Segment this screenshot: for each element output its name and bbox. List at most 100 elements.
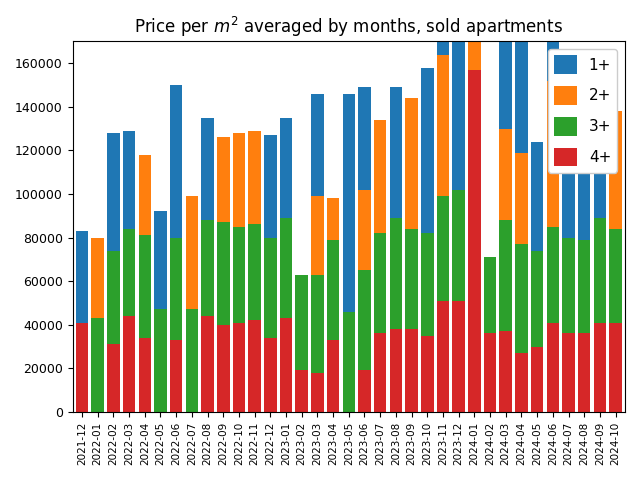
Bar (515, 153, 528, 244)
Bar (311, 275, 324, 372)
Bar (390, 87, 402, 218)
Bar (342, 94, 355, 312)
Bar (421, 68, 433, 233)
Bar (170, 238, 182, 340)
Bar (280, 118, 292, 218)
Title: Price per $m^2$ averaged by months, sold apartments: Price per $m^2$ averaged by months, sold… (134, 15, 563, 39)
Bar (217, 222, 230, 325)
Bar (233, 323, 245, 412)
Bar (531, 251, 543, 347)
Bar (562, 334, 575, 412)
Bar (138, 155, 151, 235)
Bar (452, 190, 465, 301)
Bar (405, 98, 418, 229)
Bar (499, 17, 512, 129)
Bar (405, 229, 418, 329)
Bar (531, 142, 543, 251)
Bar (202, 220, 214, 316)
Bar (484, 334, 496, 412)
Bar (123, 131, 136, 229)
Bar (515, 39, 528, 153)
Bar (92, 238, 104, 318)
Bar (374, 233, 387, 334)
Bar (405, 329, 418, 412)
Bar (468, 0, 481, 70)
Bar (107, 133, 120, 251)
Bar (515, 353, 528, 412)
Bar (170, 85, 182, 238)
Bar (515, 244, 528, 353)
Bar (436, 301, 449, 412)
Bar (76, 323, 88, 412)
Legend: 1+, 2+, 3+, 4+: 1+, 2+, 3+, 4+ (547, 49, 618, 172)
Bar (452, 301, 465, 412)
Bar (107, 251, 120, 344)
Bar (547, 81, 559, 227)
Bar (578, 133, 591, 240)
Bar (170, 340, 182, 412)
Bar (609, 111, 622, 229)
Bar (327, 198, 339, 240)
Bar (578, 240, 591, 334)
Bar (421, 336, 433, 412)
Bar (342, 312, 355, 412)
Bar (327, 240, 339, 340)
Bar (547, 0, 559, 81)
Bar (233, 227, 245, 323)
Bar (594, 109, 606, 218)
Bar (233, 133, 245, 227)
Bar (280, 318, 292, 412)
Bar (154, 310, 167, 412)
Bar (296, 371, 308, 412)
Bar (531, 347, 543, 412)
Bar (311, 372, 324, 412)
Bar (217, 325, 230, 412)
Bar (547, 323, 559, 412)
Bar (123, 229, 136, 316)
Bar (358, 371, 371, 412)
Bar (562, 129, 575, 238)
Bar (138, 235, 151, 338)
Bar (280, 218, 292, 318)
Bar (123, 316, 136, 412)
Bar (578, 334, 591, 412)
Bar (499, 220, 512, 331)
Bar (499, 129, 512, 220)
Bar (374, 120, 387, 233)
Bar (138, 338, 151, 412)
Bar (358, 270, 371, 371)
Bar (390, 329, 402, 412)
Bar (390, 218, 402, 329)
Bar (436, 0, 449, 55)
Bar (421, 233, 433, 336)
Bar (499, 331, 512, 412)
Bar (217, 137, 230, 222)
Bar (594, 218, 606, 323)
Bar (609, 229, 622, 323)
Bar (562, 238, 575, 334)
Bar (264, 135, 276, 238)
Bar (484, 257, 496, 334)
Bar (202, 316, 214, 412)
Bar (264, 238, 276, 338)
Bar (248, 225, 261, 320)
Bar (76, 231, 88, 323)
Bar (452, 0, 465, 190)
Bar (374, 334, 387, 412)
Bar (311, 196, 324, 275)
Bar (609, 323, 622, 412)
Bar (186, 196, 198, 310)
Bar (436, 55, 449, 196)
Bar (327, 340, 339, 412)
Bar (264, 338, 276, 412)
Bar (92, 318, 104, 412)
Bar (186, 310, 198, 412)
Bar (468, 70, 481, 412)
Bar (311, 94, 324, 196)
Bar (296, 275, 308, 371)
Bar (358, 87, 371, 190)
Bar (154, 211, 167, 310)
Bar (358, 190, 371, 270)
Bar (202, 118, 214, 220)
Bar (436, 196, 449, 301)
